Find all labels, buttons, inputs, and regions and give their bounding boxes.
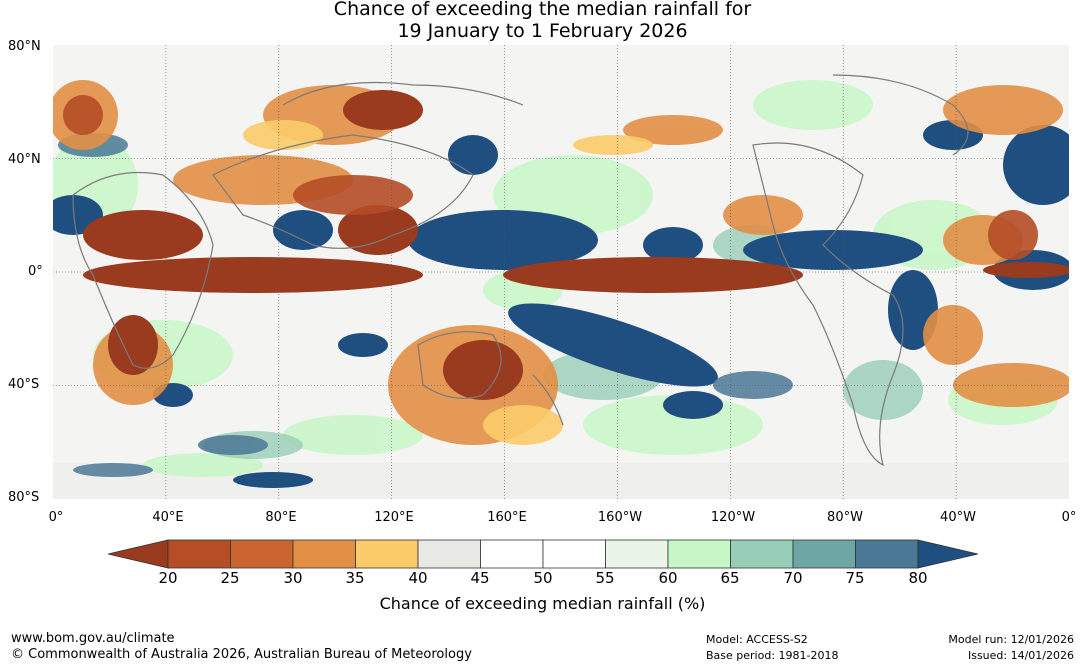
lon-label-80e: 80°E (265, 510, 297, 525)
colorbar-segment (792, 539, 856, 569)
colorbar-tick: 30 (283, 569, 303, 587)
lat-label-80n: 80°N (8, 39, 41, 54)
lon-label-120w: 120°W (710, 510, 756, 525)
lat-label-0: 0° (28, 264, 43, 279)
colorbar-segment (542, 539, 606, 569)
colorbar-tick: 35 (345, 569, 365, 587)
rainfall-probability-map (53, 45, 1069, 499)
colorbar-segment (167, 539, 231, 569)
colorbar-right-arrow (917, 539, 978, 569)
lon-label-120e: 120°E (374, 510, 414, 525)
colorbar-segment (605, 539, 669, 569)
lon-label-40e: 40°E (152, 510, 184, 525)
colorbar-tick: 40 (408, 569, 428, 587)
colorbar-tick: 60 (658, 569, 678, 587)
dry-regions-strong (83, 90, 1069, 400)
lon-label-0: 0° (48, 510, 64, 525)
model-run-date: Model run: 12/01/2026 (948, 633, 1074, 646)
issued-date: Issued: 14/01/2026 (967, 649, 1074, 662)
lon-label-80w: 80°W (827, 510, 863, 525)
colorbar-segment (480, 539, 544, 569)
coastlines (72, 74, 969, 467)
colorbar-segment (417, 539, 481, 569)
colorbar-segment (230, 539, 294, 569)
colorbar-tick: 50 (533, 569, 553, 587)
colorbar-left-arrow (108, 539, 169, 569)
lon-label-160e: 160°E (487, 510, 527, 525)
lon-label-40w: 40°W (940, 510, 976, 525)
model-name: Model: ACCESS-S2 (706, 633, 808, 646)
wet-regions (53, 120, 1069, 488)
colorbar-segment (292, 539, 356, 569)
colorbar-segment (667, 539, 731, 569)
colorbar-tick: 65 (720, 569, 740, 587)
copyright-text: © Commonwealth of Australia 2026, Austra… (11, 647, 472, 662)
colorbar-segment (355, 539, 419, 569)
colorbar-tick: 80 (908, 569, 928, 587)
colorbar-tick: 70 (783, 569, 803, 587)
colorbar-segment (855, 539, 919, 569)
lat-label-80s: 80°S (8, 490, 40, 505)
colorbar-segment (730, 539, 794, 569)
base-period: Base period: 1981-2018 (706, 649, 839, 662)
colorbar-tick: 25 (220, 569, 240, 587)
colorbar-tick: 55 (595, 569, 615, 587)
lat-label-40s: 40°S (8, 377, 40, 392)
colorbar-label: Chance of exceeding median rainfall (%) (379, 594, 706, 613)
colorbar (108, 539, 978, 569)
colorbar-tick: 20 (158, 569, 178, 587)
map-title-line1: Chance of exceeding the median rainfall … (333, 0, 752, 20)
lat-label-40n: 40°N (8, 152, 41, 167)
map-title-line2: 19 January to 1 February 2026 (397, 20, 688, 42)
lon-label-160w: 160°W (597, 510, 643, 525)
lon-label-0-east: 0° (1061, 510, 1077, 525)
graticule (53, 45, 1069, 499)
website-link[interactable]: www.bom.gov.au/climate (11, 631, 175, 646)
colorbar-tick: 75 (845, 569, 865, 587)
colorbar-tick: 45 (470, 569, 490, 587)
